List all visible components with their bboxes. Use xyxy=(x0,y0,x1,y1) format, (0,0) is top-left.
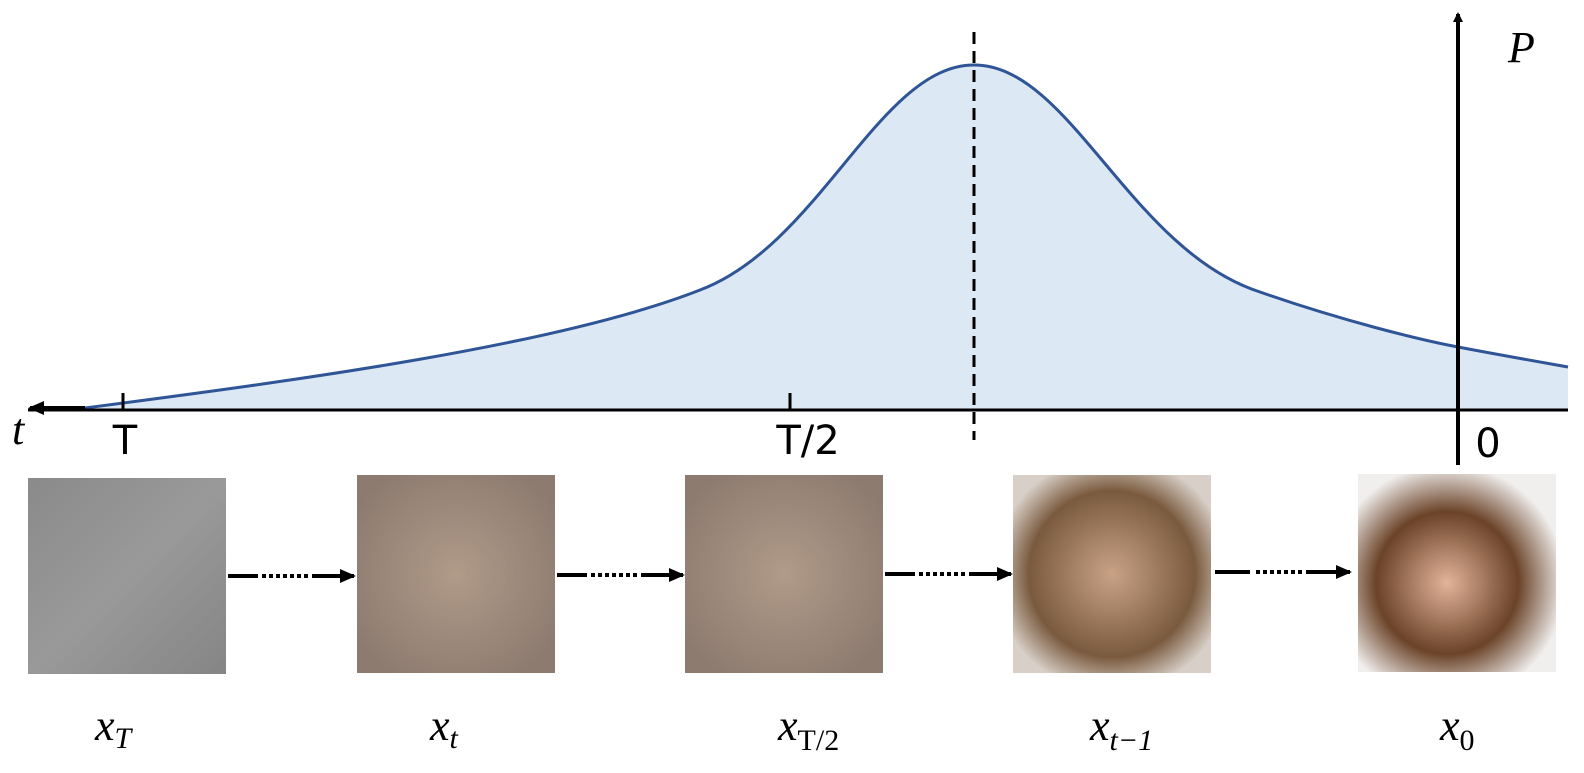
label-sub: 0 xyxy=(1460,724,1475,757)
label-main: x xyxy=(1439,701,1460,750)
arrows xyxy=(228,565,1352,583)
image xyxy=(28,478,226,674)
tick-label: T xyxy=(112,418,138,464)
label-sub: T xyxy=(115,722,134,755)
frame-label: xT/2 xyxy=(777,701,839,757)
label-sub: T/2 xyxy=(798,724,840,757)
x-axis-label: t xyxy=(12,405,26,454)
image xyxy=(357,475,555,673)
tick-label: T/2 xyxy=(775,418,839,464)
label-sub: t−1 xyxy=(1110,724,1154,757)
label-main: x xyxy=(777,701,798,750)
image xyxy=(685,475,883,673)
curve xyxy=(84,63,1569,410)
tick-label: 0 xyxy=(1475,421,1500,467)
area xyxy=(85,65,1568,410)
label-sub: t xyxy=(450,722,459,755)
label-main: x xyxy=(94,701,115,750)
image xyxy=(1358,474,1556,672)
frame-label: xt xyxy=(429,701,459,755)
frame-label: x0 xyxy=(1439,701,1475,757)
frame-label: xt−1 xyxy=(1089,701,1153,757)
label-main: x xyxy=(1089,701,1110,750)
image xyxy=(1013,475,1211,673)
frame-label: xT xyxy=(94,701,134,755)
label-main: x xyxy=(429,701,450,750)
y-axis-label: P xyxy=(1507,23,1535,72)
